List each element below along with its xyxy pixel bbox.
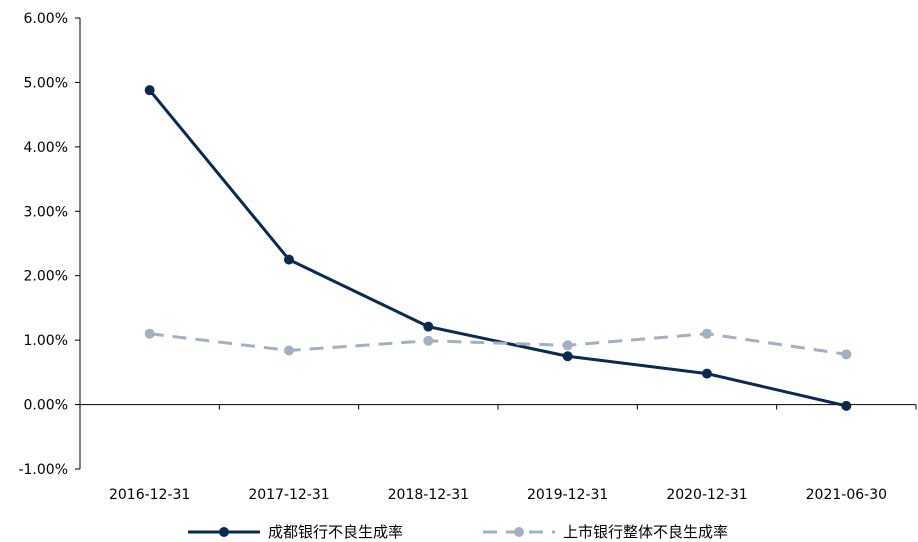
x-tick-labels: 2016-12-31 2017-12-31 2018-12-31 2019-12-31… [79, 404, 917, 503]
data-point [423, 321, 434, 332]
data-point [144, 85, 155, 96]
data-point [423, 335, 434, 346]
legend-swatch-marker [514, 527, 524, 537]
series-2 [144, 328, 852, 360]
y-tick-label: 5.00% [24, 75, 68, 91]
x-tick-label: 2016-12-31 [109, 487, 190, 503]
y-tick-label: 0.00% [24, 398, 68, 414]
data-point [562, 340, 573, 351]
y-tick-label: 2.00% [24, 269, 68, 285]
data-point [144, 328, 155, 339]
x-tick-label: 2017-12-31 [248, 487, 329, 503]
legend: 成都银行不良生成率 上市银行整体不良生成率 [188, 523, 728, 541]
legend-label: 成都银行不良生成率 [268, 523, 403, 541]
data-point [702, 328, 712, 339]
series-1 [144, 85, 852, 411]
series-group [144, 85, 852, 411]
series-line [148, 89, 847, 408]
data-point [841, 349, 852, 360]
axes [79, 18, 916, 469]
data-point [284, 345, 294, 356]
y-tick-label: -1.00% [18, 462, 68, 478]
x-tick-label: 2018-12-31 [388, 487, 469, 503]
data-point [284, 254, 294, 265]
series-line [149, 332, 847, 356]
x-tick-label: 2020-12-31 [666, 487, 747, 503]
legend-item-1: 成都银行不良生成率 [188, 523, 403, 541]
y-tick-label: 1.00% [24, 333, 68, 349]
data-point [562, 351, 573, 362]
y-tick-label: 6.00% [24, 11, 68, 27]
x-tick-label: 2021-06-30 [806, 487, 887, 503]
legend-label: 上市银行整体不良生成率 [563, 523, 728, 541]
data-point [841, 400, 852, 411]
data-point [702, 368, 712, 379]
x-tick-label: 2019-12-31 [527, 487, 608, 503]
legend-swatch-marker [219, 527, 229, 537]
y-tick-label: 4.00% [24, 140, 68, 156]
legend-item-2: 上市银行整体不良生成率 [483, 523, 728, 541]
y-tick-labels: -1.00% 0.00% 1.00% 2.00% 3.00% 4.00% 5.00% 6.00… [18, 11, 80, 478]
y-tick-label: 3.00% [24, 204, 68, 220]
